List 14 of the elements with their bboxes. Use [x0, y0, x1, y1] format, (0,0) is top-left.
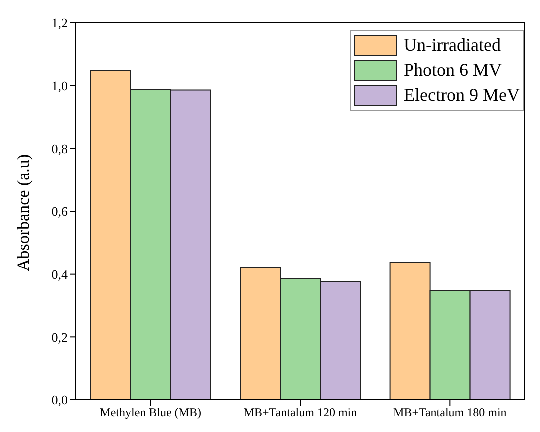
y-tick-label: 1,2 — [52, 16, 68, 31]
y-tick-label: 0,2 — [52, 330, 68, 345]
x-tick-label: MB+Tantalum 120 min — [244, 406, 358, 420]
x-tick-label: MB+Tantalum 180 min — [394, 406, 507, 420]
y-axis-title: Absorbance (a.u) — [14, 154, 34, 272]
y-tick-label: 0,6 — [52, 204, 68, 220]
y-tick-label: 0,8 — [52, 141, 68, 156]
y-tick-label: 0,4 — [52, 266, 68, 282]
legend-label: Photon 6 MV — [404, 60, 502, 81]
legend-label: Electron 9 MeV — [404, 85, 520, 106]
y-tick-label: 1,0 — [52, 78, 68, 94]
y-tick-label: 0,0 — [52, 392, 68, 408]
x-tick-label: Methylen Blue (MB) — [100, 406, 202, 420]
legend-label: Un-irradiated — [404, 35, 501, 56]
